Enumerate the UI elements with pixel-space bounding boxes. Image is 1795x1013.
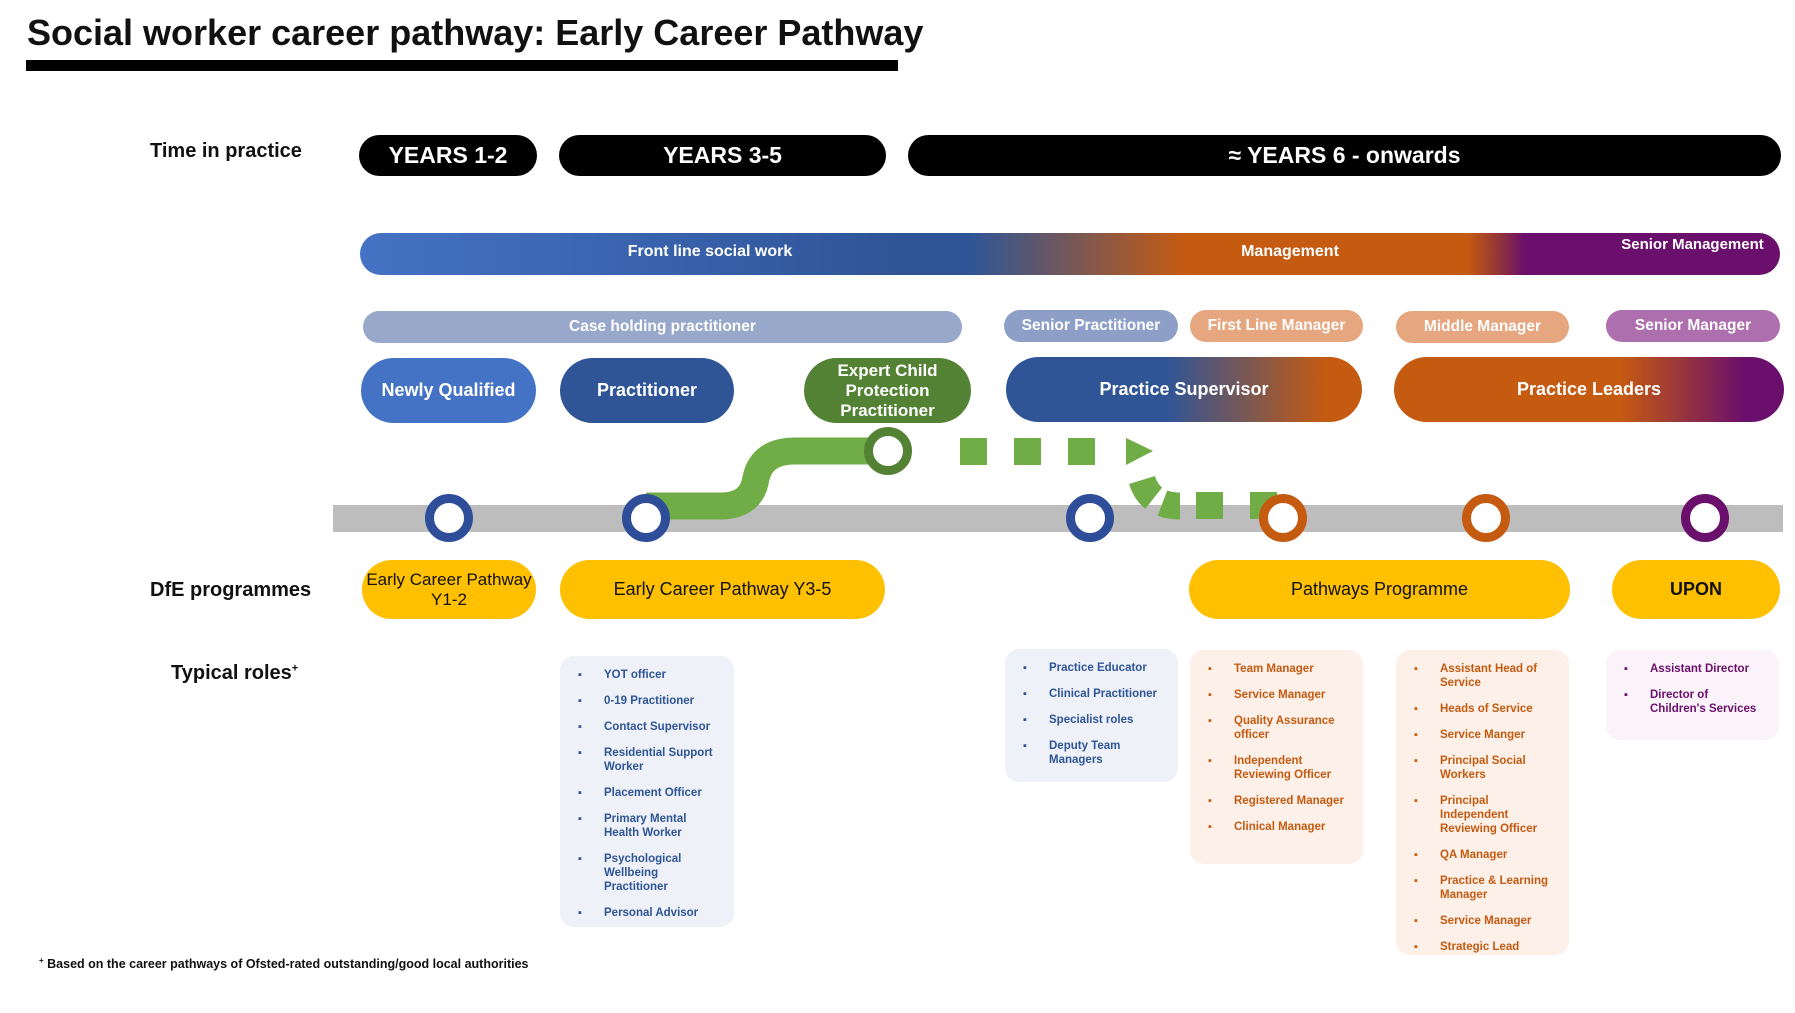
title-underline bbox=[26, 60, 898, 71]
typical-roles-mark: + bbox=[291, 662, 299, 675]
page-title: Social worker career pathway: Early Care… bbox=[27, 12, 924, 53]
typical-role-item: Heads of Service bbox=[1414, 702, 1557, 716]
first-line-manager-band: First Line Manager bbox=[1190, 310, 1363, 342]
route-dash bbox=[1068, 438, 1095, 465]
route-dash bbox=[1014, 438, 1041, 465]
typical-role-item: Clinical Manager bbox=[1208, 820, 1351, 834]
typical-roles-practitioner: YOT officer 0-19 Practitioner Contact Supe… bbox=[560, 656, 734, 927]
typical-roles-first-line-manager-list: Team Manager Service Manager Quality Assur… bbox=[1204, 662, 1351, 834]
typical-role-item: Psychological Wellbeing Practitioner bbox=[578, 852, 722, 894]
time-in-practice-label: Time in practice bbox=[150, 140, 302, 162]
typical-role-item: Specialist roles bbox=[1023, 713, 1166, 727]
typical-role-item: Principal Independent Reviewing Officer bbox=[1414, 794, 1557, 836]
station-expert bbox=[864, 427, 912, 475]
station-middle-manager bbox=[1462, 494, 1510, 542]
typical-roles-first-line-manager: Team Manager Service Manager Quality Assur… bbox=[1190, 650, 1363, 864]
typical-role-item: Practice Educator bbox=[1023, 661, 1166, 675]
dfe-upon: UPON bbox=[1612, 560, 1780, 619]
route-dash bbox=[1126, 438, 1153, 465]
typical-role-item: Team Manager bbox=[1208, 662, 1351, 676]
typical-roles-senior-manager-list: Assistant Director Director of Children's… bbox=[1620, 662, 1767, 716]
management-band-label: Management bbox=[1241, 243, 1339, 260]
typical-role-item: Primary Mental Health Worker bbox=[578, 812, 722, 840]
typical-roles-label: Typical roles+ bbox=[171, 662, 299, 684]
senior-management-band-label: Senior Management bbox=[1621, 236, 1764, 253]
typical-role-item: Independent Reviewing Officer bbox=[1208, 754, 1351, 782]
typical-role-item: Personal Advisor bbox=[578, 906, 722, 920]
typical-role-item: Registered Manager bbox=[1208, 794, 1351, 808]
typical-role-item: Deputy Team Managers bbox=[1023, 739, 1166, 767]
typical-roles-middle-manager: Assistant Head of Service Heads of Servic… bbox=[1396, 650, 1569, 955]
typical-role-item: Service Manager bbox=[1414, 914, 1557, 928]
role-practice-leaders: Practice Leaders bbox=[1394, 357, 1784, 422]
career-stage-bar bbox=[360, 233, 1780, 275]
station-senior-manager bbox=[1681, 494, 1729, 542]
role-expert-child-protection: Expert Child Protection Practitioner bbox=[804, 358, 971, 423]
typical-role-item: Strategic Lead bbox=[1414, 940, 1557, 954]
career-track-line bbox=[333, 505, 1783, 532]
typical-role-item: QA Manager bbox=[1414, 848, 1557, 862]
case-holding-band: Case holding practitioner bbox=[363, 311, 962, 343]
typical-roles-senior-practitioner: Practice Educator Clinical Practitioner Sp… bbox=[1005, 649, 1178, 782]
typical-roles-practitioner-list: YOT officer 0-19 Practitioner Contact Supe… bbox=[574, 668, 722, 920]
typical-role-item: Assistant Head of Service bbox=[1414, 662, 1557, 690]
dfe-programmes-label: DfE programmes bbox=[150, 579, 312, 601]
route-dash-curve bbox=[1129, 475, 1181, 520]
role-newly-qualified: Newly Qualified bbox=[361, 358, 536, 423]
senior-practitioner-band: Senior Practitioner bbox=[1004, 310, 1178, 342]
station-first-line-manager bbox=[1259, 494, 1307, 542]
typical-role-item: Residential Support Worker bbox=[578, 746, 722, 774]
typical-role-item: Assistant Director bbox=[1624, 662, 1767, 676]
station-newly-qualified bbox=[425, 494, 473, 542]
dfe-pathways-programme: Pathways Programme bbox=[1189, 560, 1570, 619]
typical-role-item: YOT officer bbox=[578, 668, 722, 682]
typical-role-item: Quality Assurance officer bbox=[1208, 714, 1351, 742]
typical-role-item: Practice & Learning Manager bbox=[1414, 874, 1557, 902]
route-dash bbox=[1196, 492, 1223, 519]
footnote-mark: + bbox=[39, 956, 44, 965]
dfe-ecp-y3-5: Early Career Pathway Y3-5 bbox=[560, 560, 885, 619]
role-practice-supervisor: Practice Supervisor bbox=[1006, 357, 1362, 422]
typical-role-item: Contact Supervisor bbox=[578, 720, 722, 734]
station-practitioner bbox=[622, 494, 670, 542]
route-dash bbox=[960, 438, 987, 465]
typical-roles-senior-practitioner-list: Practice Educator Clinical Practitioner Sp… bbox=[1019, 661, 1166, 767]
station-practice-supervisor bbox=[1066, 494, 1114, 542]
typical-role-item: 0-19 Practitioner bbox=[578, 694, 722, 708]
footnote: + Based on the career pathways of Ofsted… bbox=[39, 956, 529, 972]
route-to-expert bbox=[646, 437, 888, 520]
front-line-band-label: Front line social work bbox=[627, 243, 793, 260]
middle-manager-band: Middle Manager bbox=[1396, 311, 1569, 343]
role-practitioner: Practitioner bbox=[560, 358, 734, 423]
typical-role-item: Service Manager bbox=[1208, 688, 1351, 702]
typical-role-item: Principal Social Workers bbox=[1414, 754, 1557, 782]
typical-roles-senior-manager: Assistant Director Director of Children's… bbox=[1606, 650, 1779, 740]
years-1-2: YEARS 1-2 bbox=[359, 135, 537, 176]
typical-role-item: Clinical Practitioner bbox=[1023, 687, 1166, 701]
dfe-ecp-y1-2: Early Career Pathway Y1-2 bbox=[362, 560, 536, 619]
typical-role-item: Director of Children's Services bbox=[1624, 688, 1767, 716]
years-6-onwards: ≈ YEARS 6 - onwards bbox=[908, 135, 1781, 176]
typical-role-item: Service Manger bbox=[1414, 728, 1557, 742]
senior-manager-band: Senior Manager bbox=[1606, 310, 1780, 342]
typical-roles-middle-manager-list: Assistant Head of Service Heads of Servic… bbox=[1410, 662, 1557, 954]
typical-role-item: Placement Officer bbox=[578, 786, 722, 800]
years-3-5: YEARS 3-5 bbox=[559, 135, 886, 176]
